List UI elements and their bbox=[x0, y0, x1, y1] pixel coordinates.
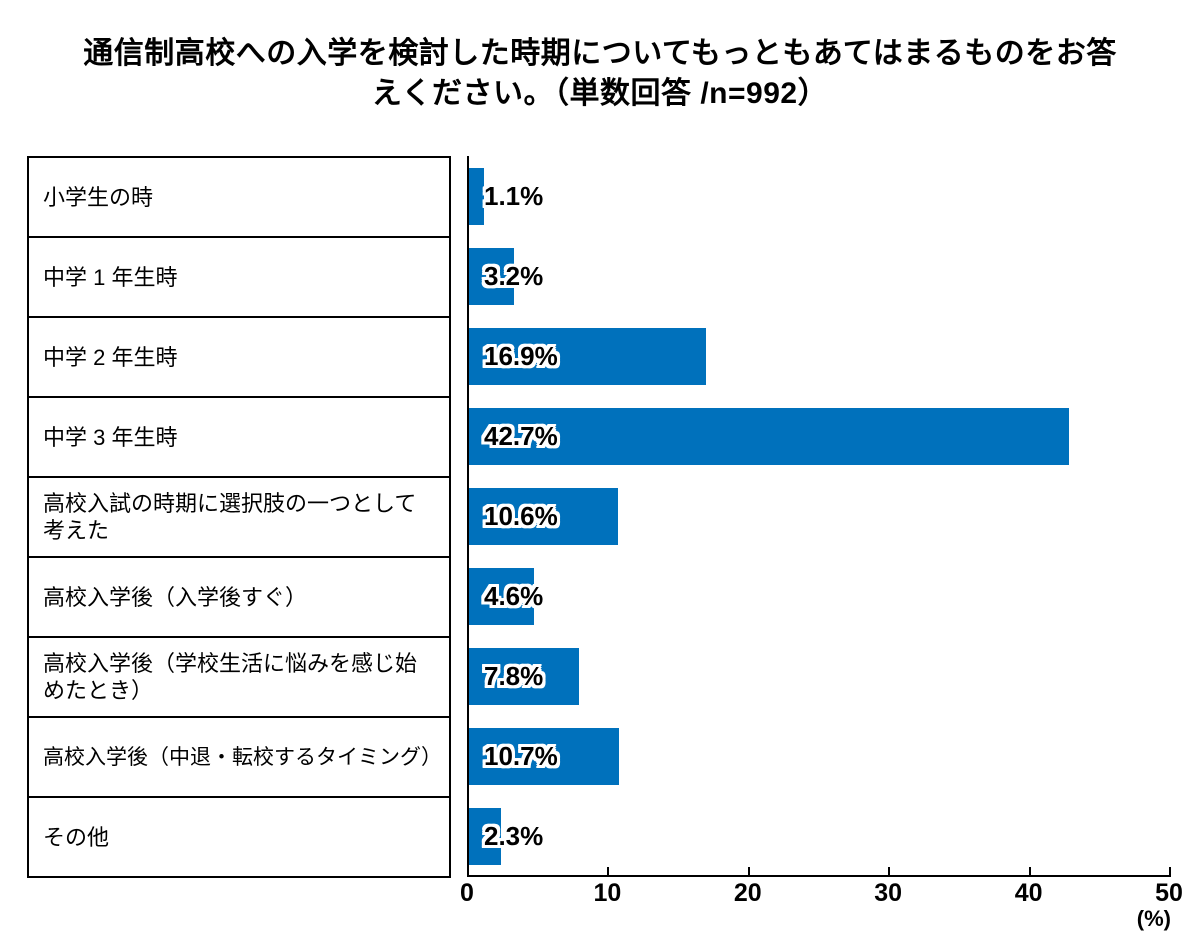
category-label: 中学 3 年生時 bbox=[43, 424, 178, 450]
x-tick-label: 30 bbox=[874, 879, 903, 907]
bar bbox=[469, 728, 620, 785]
category-label: 高校入学後（入学後すぐ） bbox=[43, 584, 308, 610]
category-label: 小学生の時 bbox=[43, 184, 154, 210]
x-tick bbox=[1028, 867, 1031, 875]
x-axis-line bbox=[467, 875, 1171, 877]
category-label: 中学 2 年生時 bbox=[43, 344, 178, 370]
category-label: 高校入試の時期に選択肢の一つとして 考えた bbox=[43, 491, 417, 543]
bar bbox=[469, 648, 579, 705]
category-cell: その他 bbox=[29, 798, 449, 876]
bar bbox=[469, 408, 1069, 465]
category-label: その他 bbox=[43, 824, 110, 850]
category-label: 高校入学後（学校生活に悩みを感じ始 めたとき） bbox=[43, 651, 418, 703]
bar bbox=[469, 568, 534, 625]
bar-value-label: 16.9% bbox=[484, 340, 558, 371]
bar-value-label: 10.7% bbox=[484, 740, 558, 771]
bar-value-label: 1.1% bbox=[484, 180, 544, 211]
x-tick-label: 0 bbox=[460, 879, 474, 907]
category-cell: 中学 2 年生時 bbox=[29, 318, 449, 398]
bar-value-label: 10.6% bbox=[484, 500, 558, 531]
category-cell: 中学 1 年生時 bbox=[29, 238, 449, 318]
chart-title: 通信制高校への入学を検討した時期についてもっともあてはまるものをお答 えください… bbox=[83, 37, 1117, 110]
category-cell: 高校入学後（学校生活に悩みを感じ始 めたとき） bbox=[29, 638, 449, 718]
x-tick bbox=[607, 867, 610, 875]
bar-value-label: 3.2% bbox=[484, 260, 544, 291]
bar bbox=[469, 488, 618, 545]
x-tick-label: 40 bbox=[1014, 879, 1043, 907]
x-tick bbox=[747, 867, 750, 875]
bar bbox=[469, 248, 514, 305]
category-cell: 高校入学後（中退・転校するタイミング） bbox=[29, 718, 449, 798]
category-label: 高校入学後（中退・転校するタイミング） bbox=[43, 745, 442, 769]
bar-value-label: 42.7% bbox=[484, 420, 558, 451]
x-tick bbox=[1169, 867, 1171, 875]
category-label: 中学 1 年生時 bbox=[43, 264, 178, 290]
category-cell: 高校入試の時期に選択肢の一つとして 考えた bbox=[29, 478, 449, 558]
bar bbox=[469, 168, 485, 225]
bar bbox=[469, 328, 707, 385]
bar-value-label: 2.3% bbox=[484, 820, 544, 851]
x-axis-unit-label: (%) bbox=[1136, 906, 1171, 931]
category-cell: 高校入学後（入学後すぐ） bbox=[29, 558, 449, 638]
category-cell: 小学生の時 bbox=[29, 158, 449, 238]
category-table: 小学生の時中学 1 年生時 中学 2 年生時 中学 3 年生時高校入試の時期に選択肢… bbox=[27, 156, 451, 878]
x-tick-label: 10 bbox=[593, 879, 622, 907]
x-tick-label: 50 bbox=[1155, 879, 1183, 907]
y-axis-line bbox=[467, 156, 469, 877]
bar bbox=[469, 808, 502, 865]
bar-value-label: 7.8% bbox=[484, 660, 544, 691]
bar-value-label: 4.6% bbox=[484, 580, 544, 611]
category-cell: 中学 3 年生時 bbox=[29, 398, 449, 478]
x-tick bbox=[888, 867, 891, 875]
x-tick-label: 20 bbox=[733, 879, 762, 907]
